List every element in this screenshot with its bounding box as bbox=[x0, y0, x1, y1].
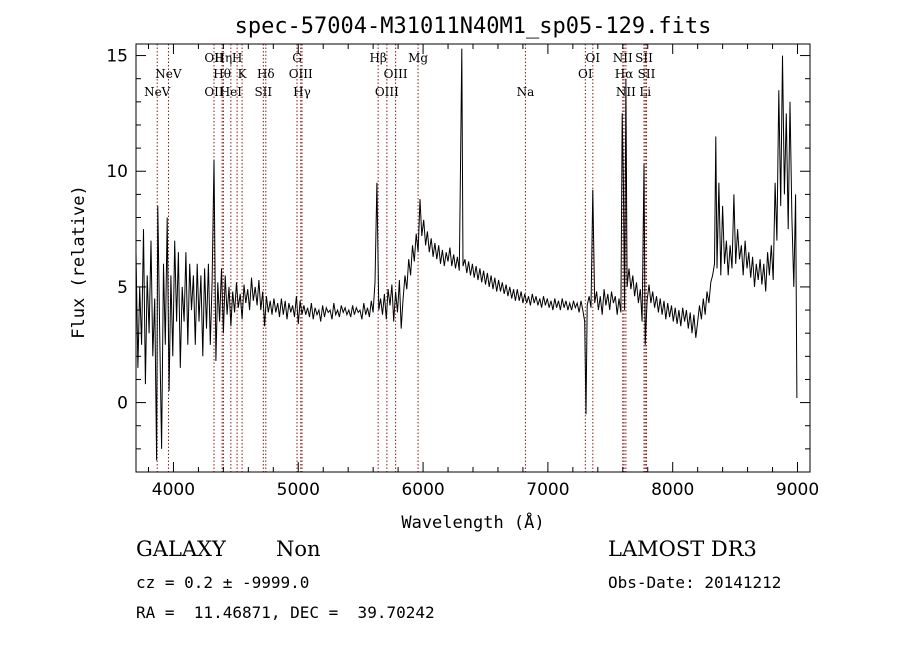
line-label: Na bbox=[517, 85, 535, 99]
line-label: Hθ bbox=[213, 67, 231, 81]
x-tick-label: 8000 bbox=[651, 480, 694, 500]
line-label: Hδ bbox=[257, 67, 275, 81]
coordinates: RA = 11.46871, DEC = 39.70242 bbox=[136, 603, 435, 622]
line-label: OIII bbox=[375, 85, 399, 99]
y-tick-label: 5 bbox=[117, 278, 128, 298]
line-label: OII bbox=[204, 51, 224, 65]
line-label: NII bbox=[613, 51, 633, 65]
line-label: Hγ bbox=[293, 85, 311, 99]
y-tick-label: 10 bbox=[106, 162, 128, 182]
x-tick-label: 5000 bbox=[277, 480, 320, 500]
data-release: LAMOST DR3 bbox=[608, 537, 757, 561]
redshift-info: cz = 0.2 ± -9999.0 bbox=[136, 573, 310, 592]
line-label: Hα bbox=[615, 67, 634, 81]
line-label: K bbox=[238, 67, 248, 81]
line-label: OIII bbox=[289, 67, 313, 81]
line-label: NeV bbox=[155, 67, 182, 81]
line-label: SII bbox=[254, 85, 272, 99]
line-label: Hη bbox=[215, 51, 233, 65]
chart-title: spec-57004-M31011N40M1_sp05-129.fits bbox=[235, 14, 712, 39]
x-tick-label: 9000 bbox=[776, 480, 819, 500]
line-label: H bbox=[232, 51, 242, 65]
line-label: Hβ bbox=[369, 51, 386, 65]
observation-date: Obs-Date: 20141212 bbox=[608, 573, 782, 592]
line-label: SII bbox=[635, 51, 653, 65]
line-label: SII bbox=[638, 67, 656, 81]
line-label: NII bbox=[616, 85, 636, 99]
line-label: OI bbox=[578, 67, 593, 81]
spectrum-line bbox=[136, 48, 798, 461]
line-label: HeI bbox=[220, 85, 243, 99]
line-label: G bbox=[292, 51, 302, 65]
y-tick-label: 0 bbox=[117, 394, 128, 414]
x-tick-label: 4000 bbox=[152, 480, 195, 500]
line-label: OI bbox=[586, 51, 601, 65]
object-class: GALAXY bbox=[136, 537, 226, 561]
x-axis-label: Wavelength (Å) bbox=[401, 511, 544, 533]
line-label: Mg bbox=[408, 51, 428, 65]
line-label: Li bbox=[639, 85, 651, 99]
x-tick-label: 6000 bbox=[401, 480, 444, 500]
line-label: NeV bbox=[144, 85, 171, 99]
y-axis-label: Flux (relative) bbox=[69, 185, 89, 339]
x-tick-label: 7000 bbox=[526, 480, 569, 500]
line-label: OII bbox=[204, 85, 224, 99]
object-subclass: Non bbox=[276, 537, 321, 561]
line-label: OIII bbox=[384, 67, 408, 81]
spectrum-chart: spec-57004-M31011N40M1_sp05-129.fits NeV… bbox=[69, 14, 819, 533]
y-tick-label: 15 bbox=[106, 47, 128, 67]
